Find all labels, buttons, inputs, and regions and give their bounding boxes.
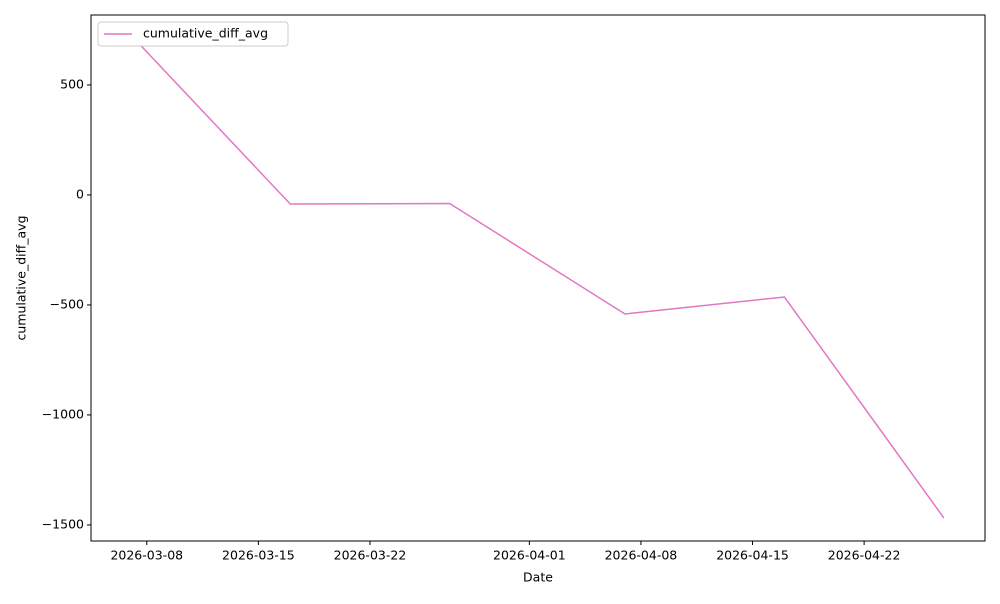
x-tick-label: 2026-03-08 [110, 548, 183, 563]
y-tick-label: 500 [60, 76, 84, 91]
plot-frame [90, 14, 986, 542]
x-tick-label: 2026-04-15 [716, 548, 789, 563]
x-tick-label: 2026-03-15 [222, 548, 295, 563]
y-tick-label: −1000 [42, 406, 84, 421]
x-tick-label: 2026-04-01 [493, 548, 566, 563]
legend-box [97, 21, 289, 47]
x-tick-label: 2026-04-22 [828, 548, 901, 563]
legend-label: cumulative_diff_avg [143, 26, 268, 41]
line [130, 34, 945, 519]
y-tick-label: 0 [76, 186, 84, 201]
x-tick-label: 2026-04-08 [605, 548, 678, 563]
x-axis-label: Date [523, 570, 553, 585]
x-tick-label: 2026-03-22 [334, 548, 407, 563]
y-tick-label: −500 [50, 296, 84, 311]
y-axis-label: cumulative_diff_avg [14, 216, 29, 341]
y-tick-label: −1500 [42, 516, 84, 531]
